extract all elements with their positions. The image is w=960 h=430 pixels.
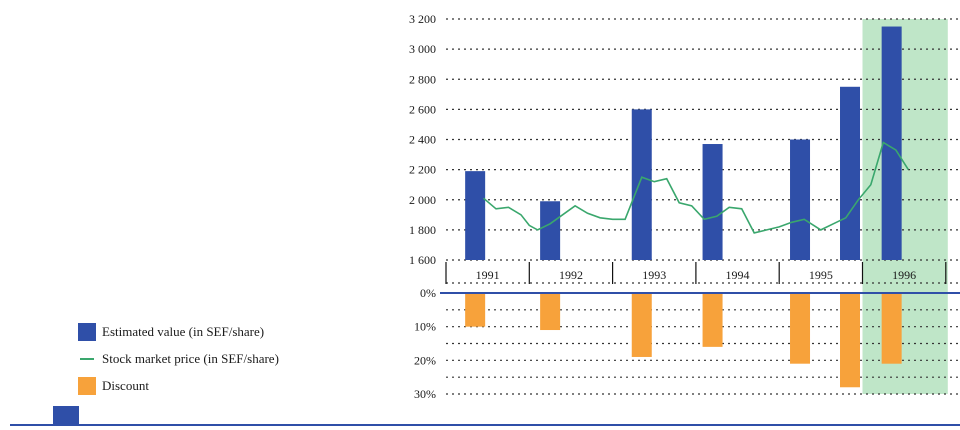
estimated-value-bar xyxy=(465,171,486,260)
legend-item-price: Stock market price (in SEF/share) xyxy=(78,345,279,372)
discount-bar xyxy=(465,294,486,327)
legend-label-discount: Discount xyxy=(102,377,149,393)
legend-swatch-estimated xyxy=(78,322,96,341)
legend: Estimated value (in SEF/share) Stock mar… xyxy=(78,318,279,399)
shaded-period-1996 xyxy=(862,19,948,394)
y-tick-label-bottom: 10% xyxy=(414,320,436,334)
legend-label-estimated: Estimated value (in SEF/share) xyxy=(102,323,265,339)
estimated-value-bar xyxy=(840,86,861,260)
y-tick-label-bottom: 30% xyxy=(414,387,436,401)
discount-bar xyxy=(840,294,861,388)
footer-square-marker xyxy=(53,406,79,426)
y-tick-label-top: 1 800 xyxy=(409,223,436,237)
y-tick-label-top: 2 000 xyxy=(409,193,436,207)
y-tick-label-top: 2 800 xyxy=(409,72,436,86)
y-tick-label-bottom: 20% xyxy=(414,353,436,367)
estimated-value-bar xyxy=(702,144,723,260)
year-label: 1992 xyxy=(559,268,583,282)
estimated-value-bar xyxy=(881,26,902,260)
discount-bar xyxy=(631,294,652,357)
stock-price-line xyxy=(482,141,909,234)
discount-bar xyxy=(540,294,561,331)
year-label: 1993 xyxy=(642,268,666,282)
year-label: 1996 xyxy=(892,268,916,282)
y-tick-label-top: 3 200 xyxy=(409,12,436,26)
year-label: 1995 xyxy=(809,268,833,282)
discount-bar xyxy=(881,294,902,364)
year-label: 1991 xyxy=(476,268,500,282)
footer-rule xyxy=(10,424,960,426)
legend-label-price: Stock market price (in SEF/share) xyxy=(102,350,279,366)
y-tick-label-top: 2 400 xyxy=(409,133,436,147)
discount-bar xyxy=(702,294,723,347)
y-tick-label-bottom: 0% xyxy=(420,286,436,300)
legend-item-estimated: Estimated value (in SEF/share) xyxy=(78,318,279,345)
y-tick-label-top: 3 000 xyxy=(409,42,436,56)
legend-swatch-discount xyxy=(78,376,96,395)
discount-bar xyxy=(790,294,811,364)
legend-swatch-price xyxy=(80,357,94,360)
legend-item-discount: Discount xyxy=(78,372,279,399)
estimated-value-bar xyxy=(790,139,811,260)
year-label: 1994 xyxy=(726,268,750,282)
y-tick-label-top: 1 600 xyxy=(409,253,436,267)
estimated-value-bar xyxy=(540,201,561,260)
y-tick-label-top: 2 600 xyxy=(409,102,436,116)
estimated-value-bar xyxy=(631,109,652,260)
y-tick-label-top: 2 200 xyxy=(409,163,436,177)
